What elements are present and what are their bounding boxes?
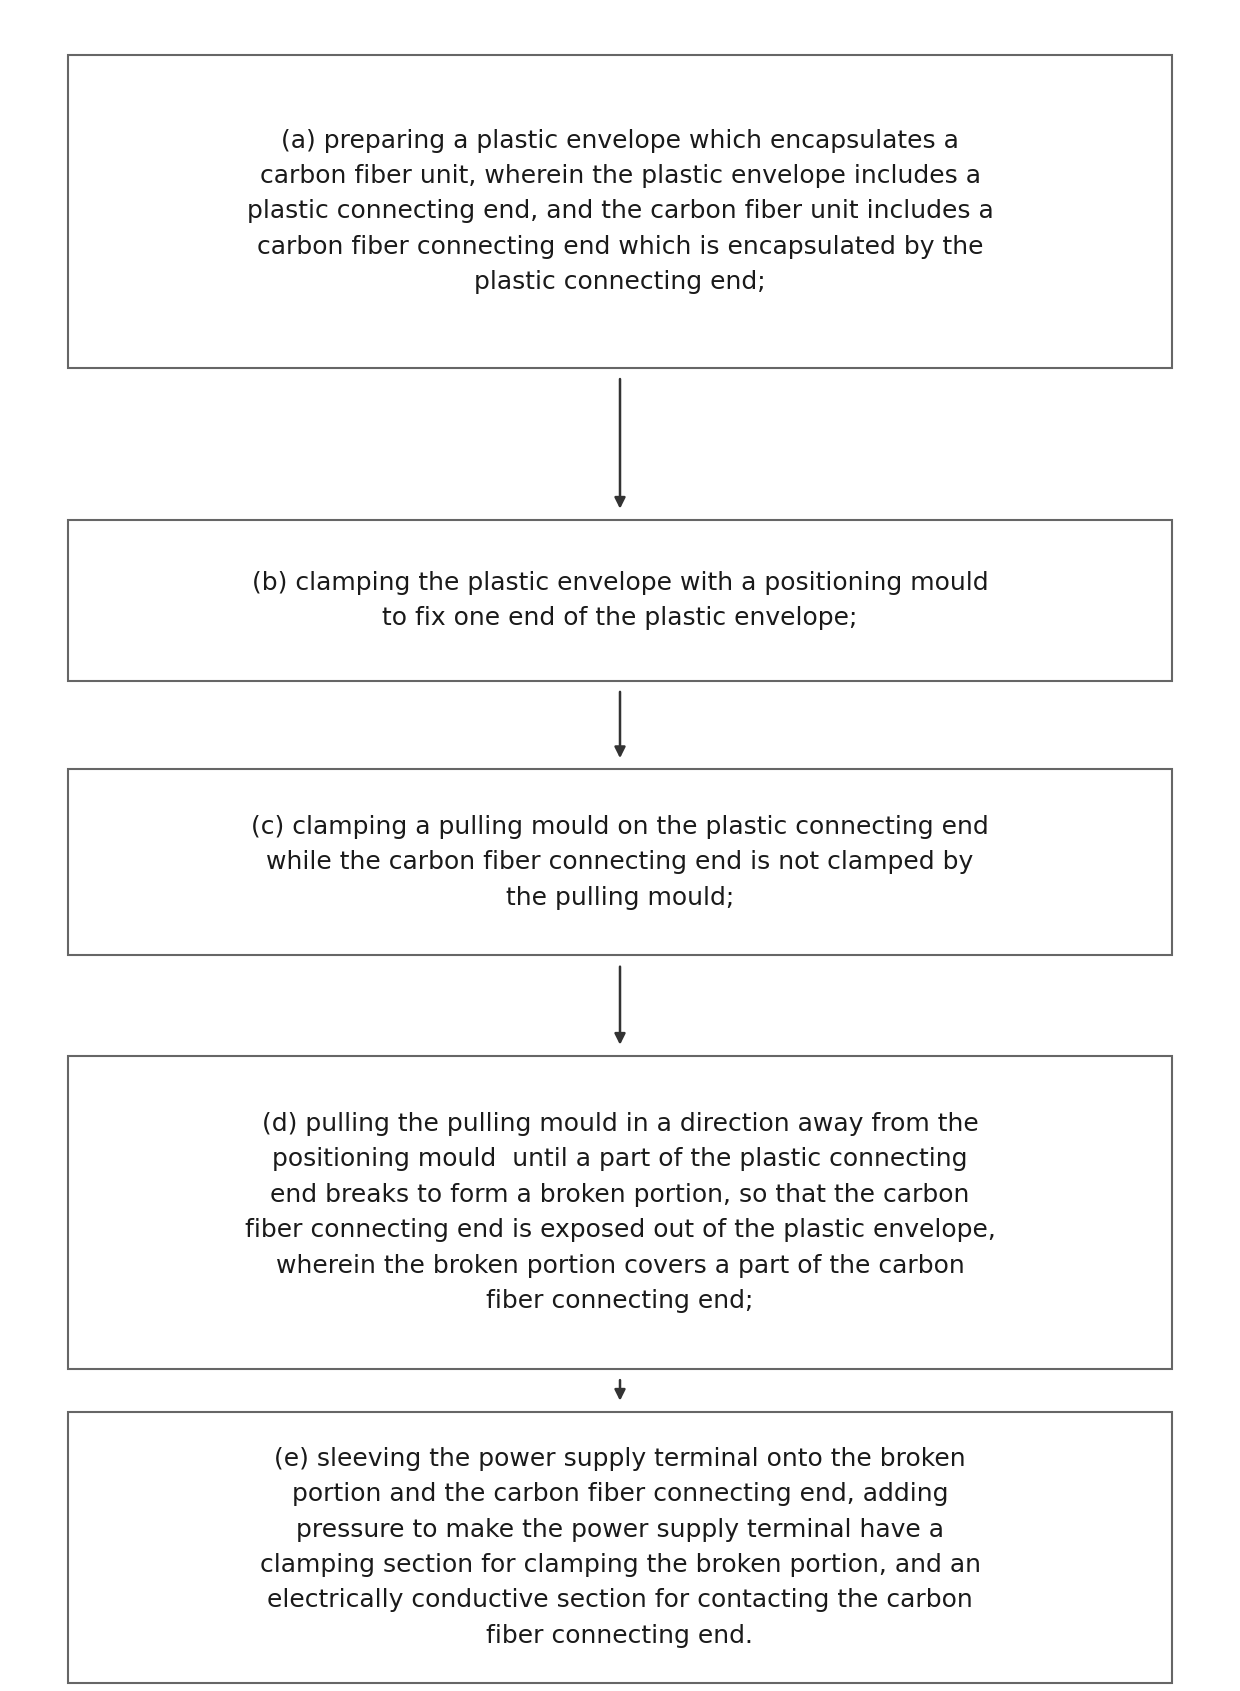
Text: (a) preparing a plastic envelope which encapsulates a
carbon fiber unit, wherein: (a) preparing a plastic envelope which e… (247, 129, 993, 294)
Text: (d) pulling the pulling mould in a direction away from the
positioning mould  un: (d) pulling the pulling mould in a direc… (244, 1113, 996, 1312)
Text: (e) sleeving the power supply terminal onto the broken
portion and the carbon fi: (e) sleeving the power supply terminal o… (259, 1447, 981, 1647)
Bar (68, 521, 1172, 680)
Text: (c) clamping a pulling mould on the plastic connecting end
while the carbon fibe: (c) clamping a pulling mould on the plas… (252, 815, 988, 910)
Bar (68, 54, 1172, 367)
Text: (b) clamping the plastic envelope with a positioning mould
to fix one end of the: (b) clamping the plastic envelope with a… (252, 570, 988, 631)
Bar (68, 1055, 1172, 1370)
Bar (68, 1412, 1172, 1683)
Bar (68, 769, 1172, 955)
